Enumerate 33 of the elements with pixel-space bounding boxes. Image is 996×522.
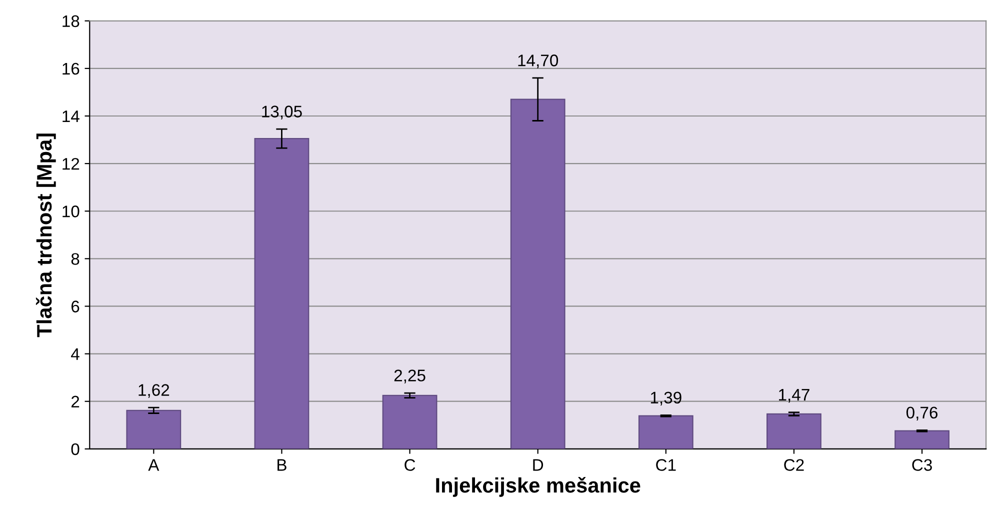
bar [766, 413, 822, 449]
x-tick-label: C2 [784, 459, 804, 471]
y-axis-title: Tlačna trdnost [Mpa] [36, 134, 56, 338]
x-tick-label: B [278, 459, 286, 471]
data-label: 14,70 [518, 54, 558, 68]
data-label: 1,47 [779, 389, 810, 403]
bar [382, 394, 438, 449]
x-tick-label: C3 [912, 459, 932, 471]
y-tick-label: 2 [71, 396, 80, 408]
bar [126, 410, 182, 449]
y-tick-label: 8 [71, 253, 80, 265]
x-tick-label: A [148, 459, 160, 471]
data-label: 13,05 [262, 106, 302, 120]
x-tick-label: C [404, 459, 416, 471]
y-tick-label: 16 [62, 62, 80, 75]
data-label: 1,39 [650, 392, 682, 406]
y-tick-label: 0 [71, 443, 80, 456]
x-axis-title: Injekcijske mešanice [436, 476, 640, 497]
y-tick-label: 12 [62, 158, 80, 170]
bar [894, 430, 950, 449]
y-tick-label: 14 [62, 110, 80, 122]
data-label: 1,62 [138, 384, 170, 398]
x-tick-label: C1 [656, 459, 676, 471]
x-tick-label: D [533, 459, 544, 471]
data-label: 0,76 [906, 406, 938, 420]
y-tick-label: 4 [71, 348, 80, 360]
data-label: 2,25 [394, 370, 426, 384]
bar [638, 415, 694, 449]
y-tick-label: 10 [62, 206, 80, 218]
bar [510, 98, 566, 449]
bar [254, 138, 310, 449]
y-tick-label: 18 [62, 15, 80, 28]
y-tick-label: 6 [71, 300, 80, 312]
